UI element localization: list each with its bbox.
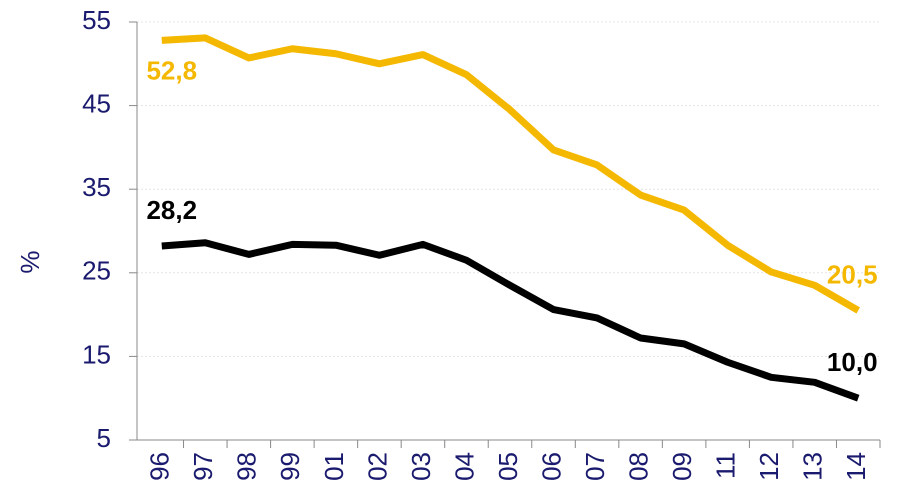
series-line bbox=[161, 239, 860, 402]
x-tick-label: 05 bbox=[493, 452, 523, 481]
x-tick-label: 02 bbox=[362, 452, 392, 481]
data-label: 10,0 bbox=[827, 347, 878, 377]
data-label: 28,2 bbox=[146, 195, 197, 225]
x-tick-label: 09 bbox=[667, 452, 697, 481]
y-tick-label: 55 bbox=[82, 5, 111, 35]
x-tick-label: 98 bbox=[232, 452, 262, 481]
y-tick-label: 35 bbox=[82, 172, 111, 202]
series-line bbox=[161, 34, 860, 314]
x-tick-label: 11 bbox=[711, 452, 741, 479]
x-tick-label: 13 bbox=[798, 452, 828, 481]
x-tick-label: 96 bbox=[145, 452, 175, 481]
x-tick-label: 99 bbox=[275, 452, 305, 481]
x-tick-label: 01 bbox=[319, 452, 349, 481]
y-tick-label: 5 bbox=[97, 423, 111, 453]
data-label: 20,5 bbox=[827, 259, 878, 289]
x-tick-label: 97 bbox=[188, 452, 218, 481]
x-tick-label: 08 bbox=[623, 452, 653, 481]
x-tick-label: 04 bbox=[449, 452, 479, 481]
x-tick-label: 12 bbox=[754, 452, 784, 481]
y-tick-label: 25 bbox=[82, 256, 111, 286]
y-tick-label: 45 bbox=[82, 88, 111, 118]
x-tick-label: 14 bbox=[841, 452, 871, 481]
y-axis-label: % bbox=[15, 250, 45, 273]
data-label: 52,8 bbox=[146, 55, 197, 85]
x-tick-label: 07 bbox=[580, 452, 610, 481]
x-tick-label: 03 bbox=[406, 452, 436, 481]
x-tick-label: 06 bbox=[536, 452, 566, 481]
y-tick-label: 15 bbox=[82, 339, 111, 369]
